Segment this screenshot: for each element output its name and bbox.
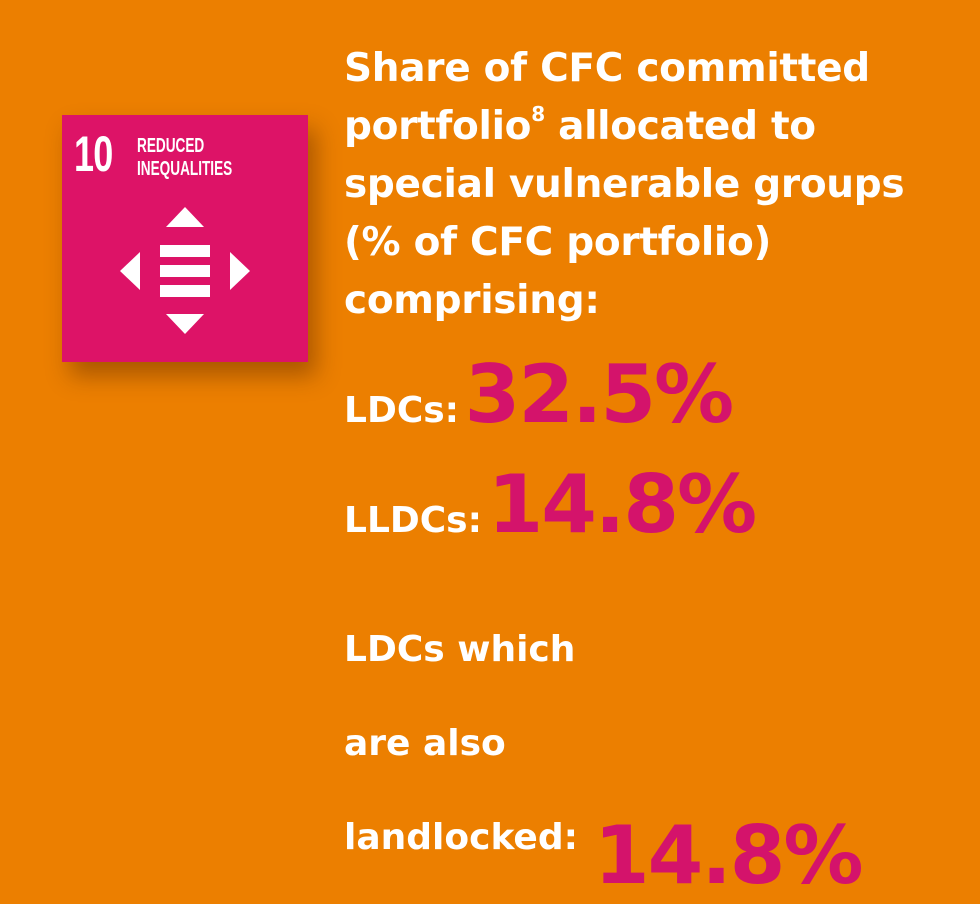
stat-label: LDCs: xyxy=(344,390,460,431)
page: {"icon": {"number": "10", "label": ["RED… xyxy=(62,40,905,902)
heading-line: allocated to xyxy=(544,104,816,149)
stat-value: 14.8% xyxy=(594,809,864,902)
heading-line: portfolio xyxy=(344,104,532,149)
stat-label-line: are also xyxy=(344,723,506,764)
stat: LLDCs: 14.8% xyxy=(344,458,758,551)
icon-number: 10 xyxy=(74,126,113,182)
footnote-ref: 8 xyxy=(531,102,545,126)
heading-line: comprising: xyxy=(344,278,600,323)
stat-label: LDCs which are also landlocked: xyxy=(344,584,578,904)
heading-line: (% of CFC portfolio) xyxy=(344,220,771,265)
sdg-icon: 10 REDUCED INEQUALITIES xyxy=(62,115,308,362)
stat: LDCs which are also landlocked: 14.8% xyxy=(344,584,864,904)
stat-label: LLDCs: xyxy=(344,500,483,541)
stat: LDCs: 32.5% xyxy=(344,348,735,441)
icon-label: REDUCED INEQUALITIES xyxy=(137,135,232,181)
heading: Share of CFC committed portfolio8 alloca… xyxy=(344,40,905,330)
icon-symbol xyxy=(120,207,250,334)
stat-value: 32.5% xyxy=(464,348,735,441)
stat-label-line: landlocked: xyxy=(344,817,578,858)
stat-label-line: LDCs which xyxy=(344,629,576,670)
heading-line: special vulnerable groups xyxy=(344,162,905,207)
heading-line: Share of CFC committed xyxy=(344,46,870,91)
icon-label-line: INEQUALITIES xyxy=(137,158,233,180)
icon-label-line: REDUCED xyxy=(137,135,205,157)
stat-value: 14.8% xyxy=(487,458,758,551)
